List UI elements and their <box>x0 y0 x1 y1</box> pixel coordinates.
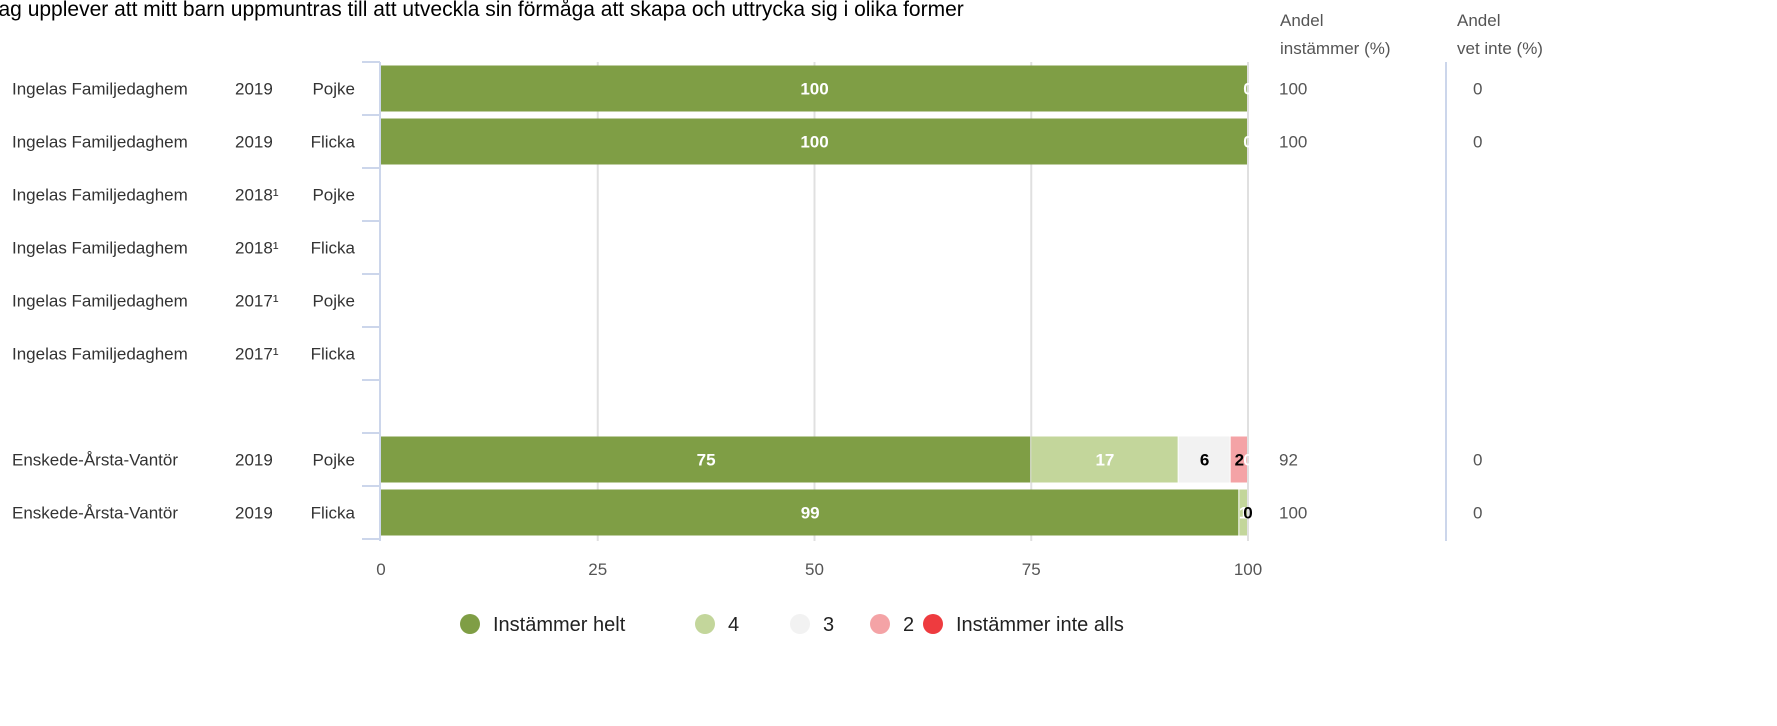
bar-segment <box>381 65 1247 112</box>
bar-data-label: 100 <box>800 80 828 99</box>
share-agree-value: 92 <box>1279 451 1298 470</box>
x-tick-label: 0 <box>376 560 385 579</box>
row-year-label: 2019 <box>235 451 273 470</box>
legend-marker[interactable] <box>870 614 890 634</box>
legend-marker[interactable] <box>460 614 480 634</box>
bar-data-label: 1 <box>1239 504 1248 523</box>
bar-data-label: 17 <box>1095 451 1114 470</box>
row-gender-label: Pojke <box>312 451 355 470</box>
bar-segment <box>381 118 1247 165</box>
bar-data-label: 100 <box>800 133 828 152</box>
row-year-label: 2019 <box>235 133 273 152</box>
legend-marker[interactable] <box>790 614 810 634</box>
bar-segment <box>1230 436 1247 483</box>
legend-marker[interactable] <box>923 614 943 634</box>
legend-item: Instämmer helt <box>493 614 626 636</box>
legend-item: Instämmer inte alls <box>956 614 1124 636</box>
row-year-label: 2019 <box>235 80 273 99</box>
row-gender-label: Flicka <box>311 504 356 523</box>
row-gender-label: Flicka <box>311 133 356 152</box>
x-tick-label: 25 <box>588 560 607 579</box>
row-gender-label: Flicka <box>311 239 356 258</box>
row-gender-label: Pojke <box>312 292 355 311</box>
share-dont-know-header: Andel <box>1457 11 1500 30</box>
bar-segment <box>1178 436 1230 483</box>
row-gender-label: Pojke <box>312 186 355 205</box>
row-gender-label: Flicka <box>311 345 356 364</box>
bar-data-label: 6 <box>1200 451 1209 470</box>
bar-data-label: 75 <box>697 451 716 470</box>
share-dont-know-value: 0 <box>1473 80 1482 99</box>
row-unit-label: Ingelas Familjedaghem <box>12 80 188 99</box>
bar-segment <box>1031 436 1178 483</box>
bar-data-label: 0 <box>1243 451 1252 470</box>
row-unit-label: Ingelas Familjedaghem <box>12 239 188 258</box>
row-year-label: 2018¹ <box>235 239 279 258</box>
share-agree-header: Andel <box>1280 11 1323 30</box>
share-dont-know-value: 0 <box>1473 451 1482 470</box>
share-dont-know-value: 0 <box>1473 133 1482 152</box>
legend-item: 4 <box>728 614 739 636</box>
x-tick-label: 75 <box>1022 560 1041 579</box>
share-agree-value: 100 <box>1279 504 1307 523</box>
row-year-label: 2017¹ <box>235 345 279 364</box>
row-gender-label: Pojke <box>312 80 355 99</box>
bar-segment <box>381 436 1031 483</box>
row-unit-label: Enskede-Årsta-Vantör <box>12 504 178 523</box>
legend-item: 3 <box>823 614 834 636</box>
row-unit-label: Ingelas Familjedaghem <box>12 345 188 364</box>
row-unit-label: Ingelas Familjedaghem <box>12 133 188 152</box>
bar-data-label: 0 <box>1243 80 1252 99</box>
bar-segment <box>1239 489 1247 536</box>
row-unit-label: Ingelas Familjedaghem <box>12 186 188 205</box>
row-unit-label: Enskede-Årsta-Vantör <box>12 451 178 470</box>
legend-marker[interactable] <box>695 614 715 634</box>
bar-data-label: 2 <box>1235 451 1244 470</box>
chart-title: Jag upplever att mitt barn uppmuntras ti… <box>0 0 964 21</box>
share-agree-value: 100 <box>1279 80 1307 99</box>
share-dont-know-value: 0 <box>1473 504 1482 523</box>
x-tick-label: 50 <box>805 560 824 579</box>
bar-data-label: 0 <box>1243 133 1252 152</box>
share-agree-value: 100 <box>1279 133 1307 152</box>
share-dont-know-header: vet inte (%) <box>1457 39 1543 58</box>
share-agree-header: instämmer (%) <box>1280 39 1391 58</box>
row-year-label: 2018¹ <box>235 186 279 205</box>
bar-data-label: 0 <box>1243 504 1252 523</box>
row-year-label: 2017¹ <box>235 292 279 311</box>
legend-item: 2 <box>903 614 914 636</box>
row-unit-label: Ingelas Familjedaghem <box>12 292 188 311</box>
x-tick-label: 100 <box>1234 560 1262 579</box>
bar-data-label: 99 <box>801 504 820 523</box>
bar-segment <box>381 489 1239 536</box>
row-year-label: 2019 <box>235 504 273 523</box>
